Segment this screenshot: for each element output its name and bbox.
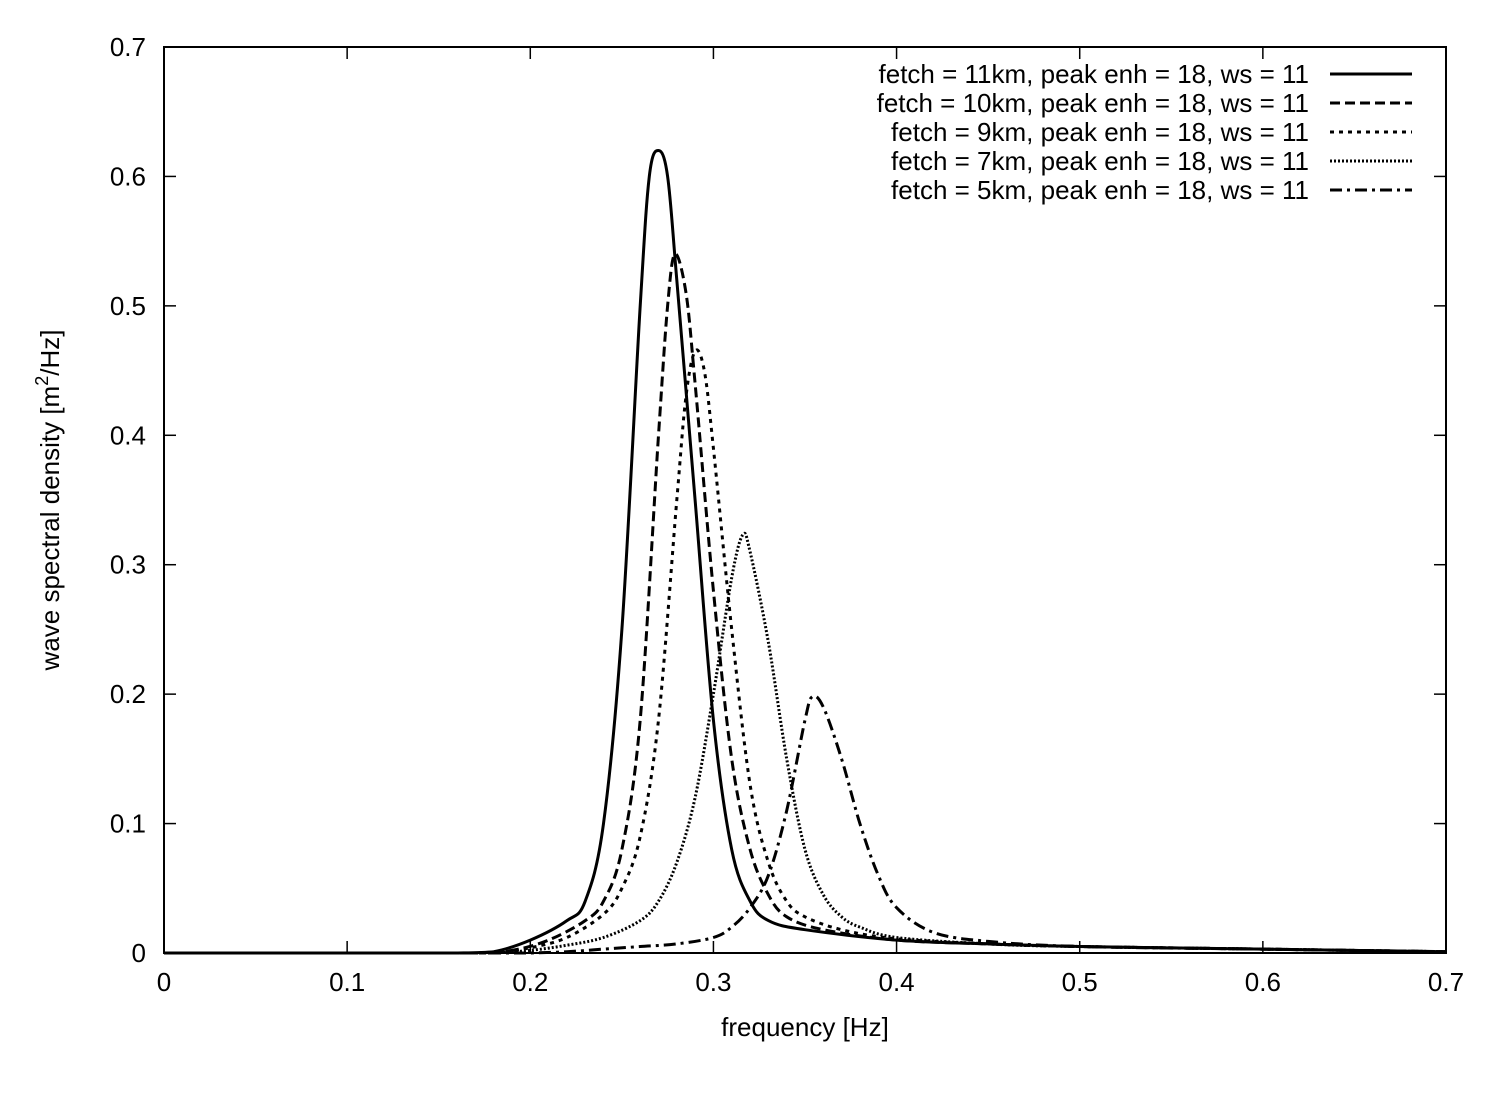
legend-label: fetch = 10km, peak enh = 18, ws = 11 (877, 88, 1309, 118)
y-axis-title-main: wave spectral density [m (35, 386, 65, 672)
legend-label: fetch = 7km, peak enh = 18, ws = 11 (891, 146, 1309, 176)
plot-frame (163, 46, 1447, 954)
y-tick-label: 0.7 (110, 32, 146, 62)
series-line-2 (164, 252, 1447, 955)
series-line-4 (164, 531, 1447, 955)
y-axis-title-unit: /Hz] (35, 330, 65, 376)
x-tick-label: 0 (157, 967, 171, 997)
legend-label: fetch = 11km, peak enh = 18, ws = 11 (879, 59, 1309, 89)
y-tick-label: 0.2 (110, 679, 146, 709)
y-tick-label: 0.1 (110, 809, 146, 839)
x-tick-label: 0.4 (878, 967, 914, 997)
y-tick-label: 0.4 (110, 420, 146, 450)
y-axis: 0 0.1 0.2 0.3 0.4 0.5 0.6 0.7 (110, 32, 1446, 968)
x-tick-label: 0.6 (1245, 967, 1281, 997)
y-tick-label: 0.5 (110, 291, 146, 321)
x-axis-title: frequency [Hz] (721, 1012, 889, 1042)
plot-area (164, 149, 1447, 955)
x-tick-label: 0.3 (695, 967, 731, 997)
x-tick-label: 0.2 (512, 967, 548, 997)
y-tick-label: 0.3 (110, 550, 146, 580)
x-tick-label: 0.5 (1062, 967, 1098, 997)
y-axis-title-superscript: 2 (32, 376, 52, 386)
series-line-5 (164, 694, 1447, 955)
x-tick-label: 0.7 (1428, 967, 1464, 997)
legend-label: fetch = 9km, peak enh = 18, ws = 11 (891, 117, 1309, 147)
legend: fetch = 11km, peak enh = 18, ws = 11fetc… (877, 59, 1412, 205)
y-tick-label: 0.6 (110, 161, 146, 191)
x-tick-label: 0.1 (329, 967, 365, 997)
legend-label: fetch = 5km, peak enh = 18, ws = 11 (891, 175, 1309, 205)
y-tick-label: 0 (132, 938, 146, 968)
x-axis: 0 0.1 0.2 0.3 0.4 0.5 0.6 0.7 (157, 47, 1464, 997)
y-axis-title: wave spectral density [m2/Hz] (32, 330, 65, 672)
